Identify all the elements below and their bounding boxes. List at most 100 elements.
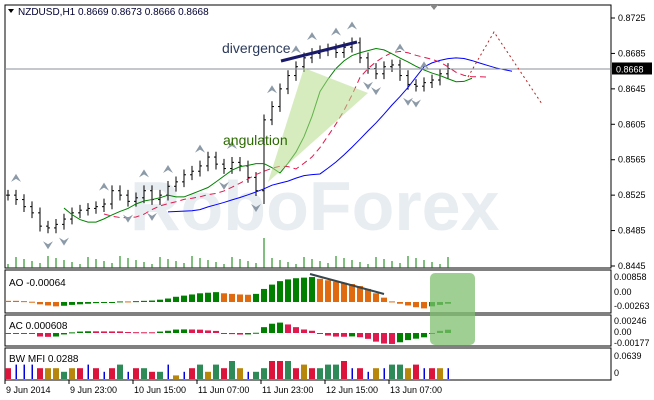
ac-bar — [221, 333, 227, 334]
shift-marker-icon[interactable] — [430, 5, 438, 10]
ao-bar — [277, 281, 283, 302]
ao-bar — [205, 292, 211, 302]
mfi-bar — [103, 371, 105, 379]
mfi-tick-label: 0.0639 — [614, 351, 642, 361]
ac-bar — [149, 332, 155, 334]
ac-bar — [341, 333, 347, 337]
fractal-down-icon — [411, 99, 421, 108]
ac-bar — [85, 331, 91, 333]
ao-label: AO -0.00064 — [9, 278, 66, 289]
price-tick-label: 0.8645 — [618, 84, 646, 94]
mfi-bar — [333, 364, 339, 379]
ao-bar — [101, 302, 107, 303]
ac-label: AC 0.000608 — [9, 321, 68, 332]
ao-bar — [301, 277, 307, 302]
collapse-triangle-icon[interactable] — [8, 9, 14, 13]
mfi-bar — [357, 368, 363, 379]
ac-bar — [293, 327, 299, 333]
signal-highlight-box — [430, 273, 475, 345]
ao-panel — [4, 269, 612, 314]
ac-bar — [309, 330, 315, 333]
fractal-down-icon — [219, 181, 229, 190]
mfi-panel — [4, 347, 612, 381]
fractal-up-icon — [347, 21, 357, 30]
fractal-down-icon — [123, 214, 133, 223]
ao-bar — [117, 301, 123, 303]
price-tick-label: 0.8605 — [618, 119, 646, 129]
mfi-bar — [141, 368, 147, 379]
mfi-bar — [45, 368, 51, 379]
mfi-bar — [31, 364, 33, 379]
ac-bar — [197, 329, 203, 333]
ao-bar — [5, 300, 11, 302]
ac-bar — [245, 333, 251, 335]
mfi-bar — [221, 368, 227, 379]
ao-bar — [317, 278, 323, 302]
ac-bar — [237, 333, 243, 335]
mfi-bar — [367, 371, 369, 379]
mfi-bar — [93, 368, 99, 379]
ao-bar — [357, 286, 363, 302]
fractal-down-icon — [371, 87, 381, 96]
mfi-bar — [173, 375, 179, 379]
price-tick-label: 0.8685 — [618, 48, 646, 58]
ao-bar — [157, 299, 163, 302]
mfi-bar — [373, 368, 379, 379]
angulation-label: angulation — [223, 132, 288, 148]
mfi-bar — [189, 368, 195, 379]
mfi-bar — [301, 364, 307, 379]
ac-bar — [93, 331, 99, 333]
ac-bar — [125, 332, 131, 334]
ao-tick-label: 0.00 — [614, 287, 632, 297]
ac-bar — [45, 333, 51, 337]
mfi-bar — [213, 364, 219, 379]
mfi-bar — [77, 368, 83, 379]
mfi-bar — [87, 364, 89, 379]
ac-bar — [269, 323, 275, 333]
ao-bar — [149, 300, 155, 302]
watermark: RoboForex — [130, 167, 500, 245]
angulation-triangle — [268, 68, 368, 182]
mfi-bar — [5, 368, 11, 379]
ac-bar — [389, 333, 395, 344]
mfi-bar — [23, 364, 25, 379]
mfi-bar — [237, 368, 243, 379]
mfi-bar — [383, 368, 385, 379]
ao-bar — [261, 288, 267, 302]
fractal-down-icon — [403, 97, 413, 106]
mfi-bar — [183, 371, 185, 379]
ao-tick-label: 0.00858 — [614, 272, 647, 282]
ao-bar — [381, 297, 387, 302]
fractal-down-icon — [363, 81, 373, 90]
ao-bar — [13, 300, 19, 302]
symbol-label: NZDUSD,H1 — [18, 7, 76, 18]
time-tick-label: 11 Jun 23:00 — [262, 385, 313, 395]
mfi-bar — [149, 371, 155, 379]
ao-bar — [21, 301, 27, 303]
ac-bar — [413, 333, 419, 339]
ao-bar — [93, 302, 99, 304]
price-tick-label: 0.8445 — [618, 261, 646, 271]
ao-bar — [53, 302, 59, 307]
mfi-bar — [317, 368, 323, 379]
mfi-bar — [117, 364, 123, 379]
fractal-up-icon — [267, 85, 277, 94]
mfi-bar — [309, 368, 315, 379]
price-tick-label: 0.8485 — [618, 226, 646, 236]
ao-bar — [397, 302, 403, 304]
ao-bar — [141, 300, 147, 302]
ao-bar — [69, 302, 75, 305]
ac-bar — [349, 333, 355, 337]
fractal-up-icon — [11, 173, 21, 182]
mfi-bar — [157, 371, 163, 379]
ao-bar — [389, 301, 395, 303]
ao-bar — [413, 302, 419, 308]
ac-bar — [277, 322, 283, 333]
time-tick-label: 12 Jun 15:00 — [326, 385, 378, 395]
ac-bar — [117, 331, 123, 333]
price-tick-label: 0.8565 — [618, 155, 646, 165]
mfi-bar — [293, 368, 299, 379]
ac-bar — [381, 333, 387, 344]
